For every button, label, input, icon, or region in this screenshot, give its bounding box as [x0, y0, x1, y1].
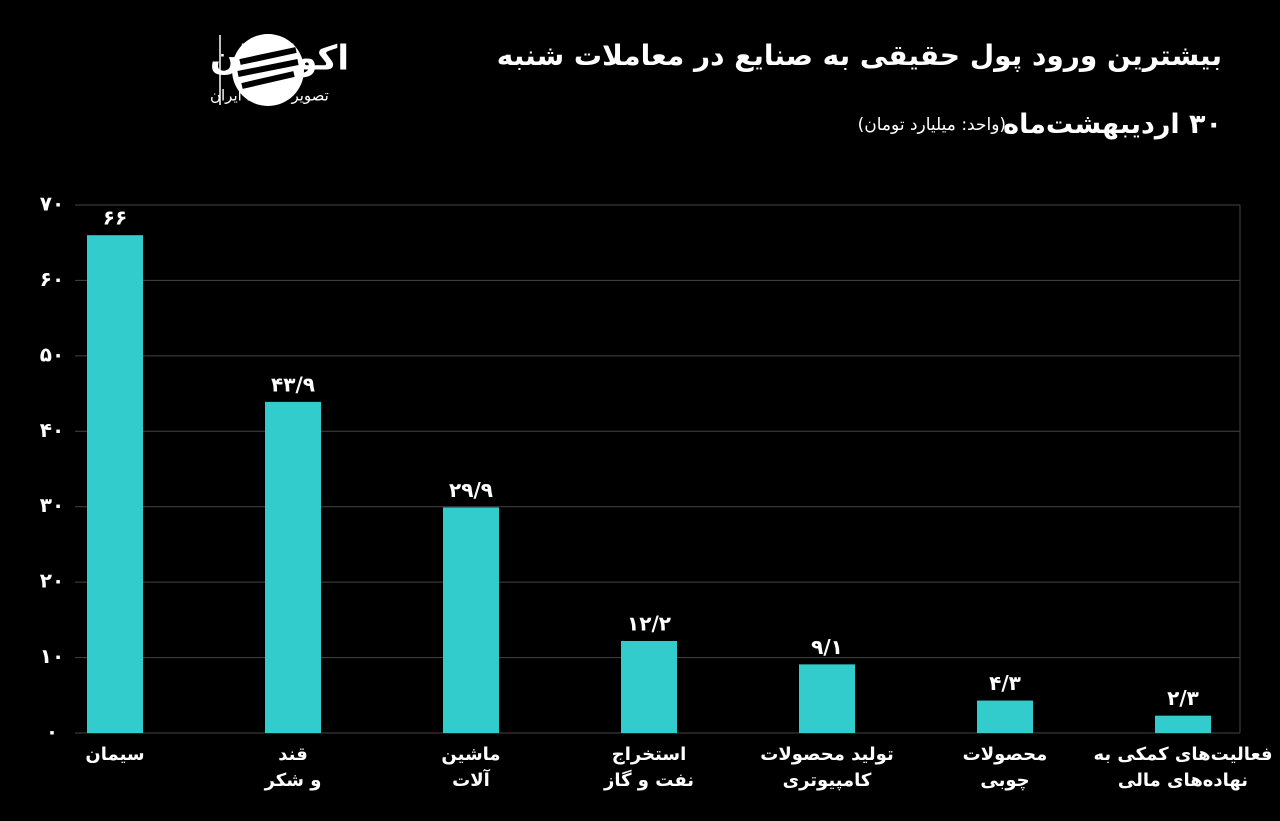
subtitle: ۳۰ اردیبهشت‌ماه [1003, 109, 1222, 140]
bar [265, 401, 321, 733]
bar [977, 700, 1033, 733]
x-tick-label: ماشین آلات [441, 744, 500, 791]
y-tick-label: ۳۰ [40, 493, 64, 517]
bar [87, 235, 143, 733]
value-label: ۴۳/۹ [271, 372, 315, 396]
x-tick-label: فعالیت‌های کمکی به نهاده‌های مالی [1093, 744, 1272, 791]
y-tick-label: ۰ [46, 720, 58, 744]
x-tick-line: تولید محصولات [760, 744, 893, 765]
bar [621, 640, 677, 733]
x-tick-line: محصولات [963, 744, 1048, 765]
value-label: ۲/۳ [1167, 686, 1199, 710]
x-tick-label: استخراج نفت و گاز [603, 744, 694, 791]
logo-icon-stripes [237, 47, 299, 89]
x-tick-line: قند [278, 744, 308, 765]
bar [1155, 715, 1211, 733]
y-tick-label: ۶۰ [40, 267, 64, 291]
bar [799, 664, 855, 733]
x-tick-line: و شکر [264, 770, 322, 791]
x-tick-line: آلات [452, 768, 490, 791]
value-label: ۹/۱ [811, 635, 843, 659]
logo: اکوایران تصویر اقتصاد ایران [210, 34, 349, 106]
y-tick-label: ۱۰ [40, 644, 64, 668]
x-tick-line: ماشین [441, 744, 500, 765]
x-tick-line: استخراج [612, 744, 687, 765]
x-tick-label: محصولات چوبی [963, 744, 1048, 791]
y-tick-label: ۵۰ [40, 342, 64, 366]
x-tick-line: نهاده‌های مالی [1118, 770, 1248, 791]
value-label: ۱۲/۲ [627, 611, 671, 635]
y-tick-label: ۷۰ [40, 192, 64, 216]
y-tick-label: ۲۰ [40, 569, 64, 593]
x-tick-label: سیمان [85, 744, 144, 765]
y-tick-label: ۴۰ [40, 418, 64, 442]
value-label: ۶۶ [103, 206, 127, 230]
x-tick-line: کامپیوتری [783, 770, 872, 791]
unit: (واحد: میلیارد تومان) [858, 115, 1006, 135]
x-tick-line: چوبی [980, 770, 1029, 791]
chart-title: بیشترین ورود پول حقیقی به صنایع در معامل… [497, 39, 1222, 72]
bar [443, 507, 499, 733]
x-tick-line: فعالیت‌های کمکی به [1093, 744, 1272, 765]
value-label: ۴/۳ [989, 671, 1021, 695]
x-tick-label: قند و شکر [264, 744, 322, 791]
subtitle-line: ۳۰ اردیبهشت‌ماه (واحد: میلیارد تومان) [858, 109, 1222, 140]
x-tick-line: نفت و گاز [603, 769, 694, 791]
x-tick-label: تولید محصولات کامپیوتری [760, 744, 893, 791]
value-label: ۲۹/۹ [449, 478, 493, 502]
x-tick-line: سیمان [85, 744, 144, 765]
